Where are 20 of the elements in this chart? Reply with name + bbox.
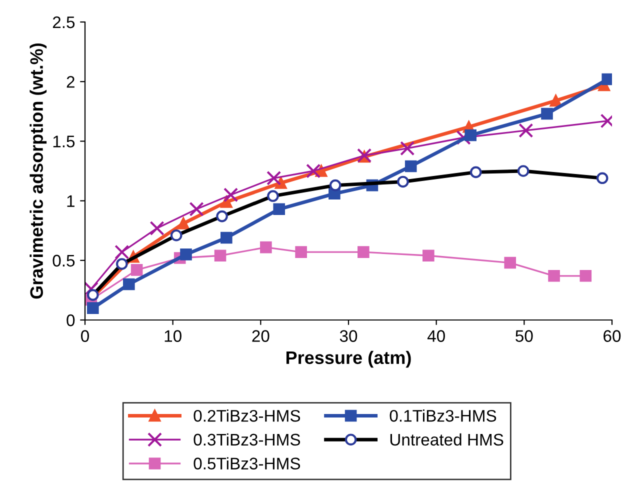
x-tick-label: 60 (604, 330, 621, 342)
y-tick-label: 2 (66, 76, 74, 88)
x-tick-label: 10 (164, 330, 182, 342)
x-axis-title: Pressure (atm) (286, 350, 411, 368)
x-tick-label: 20 (252, 330, 270, 342)
x-tick-label: 0 (81, 330, 89, 342)
x-tick-label: 30 (340, 330, 358, 342)
y-axis-title: Gravimetric adsorption (wt.%) (30, 43, 47, 299)
x-tick-label: 50 (516, 330, 533, 342)
legend-label: 0.1TiBz3-HMS (390, 410, 496, 422)
y-tick-label: 2.5 (52, 16, 75, 28)
legend-label: 0.3TiBz3-HMS (194, 433, 300, 446)
x-tick-label: 40 (427, 330, 445, 342)
y-tick-label: 0.5 (52, 254, 75, 267)
legend-label: 0.2TiBz3-HMS (194, 410, 300, 422)
legend-label: 0.5TiBz3-HMS (194, 457, 300, 470)
legend-label: Untreated HMS (390, 433, 504, 446)
y-tick-label: 1.5 (53, 136, 75, 148)
y-tick-label: 0 (66, 314, 75, 326)
y-tick-label: 1 (67, 195, 74, 207)
